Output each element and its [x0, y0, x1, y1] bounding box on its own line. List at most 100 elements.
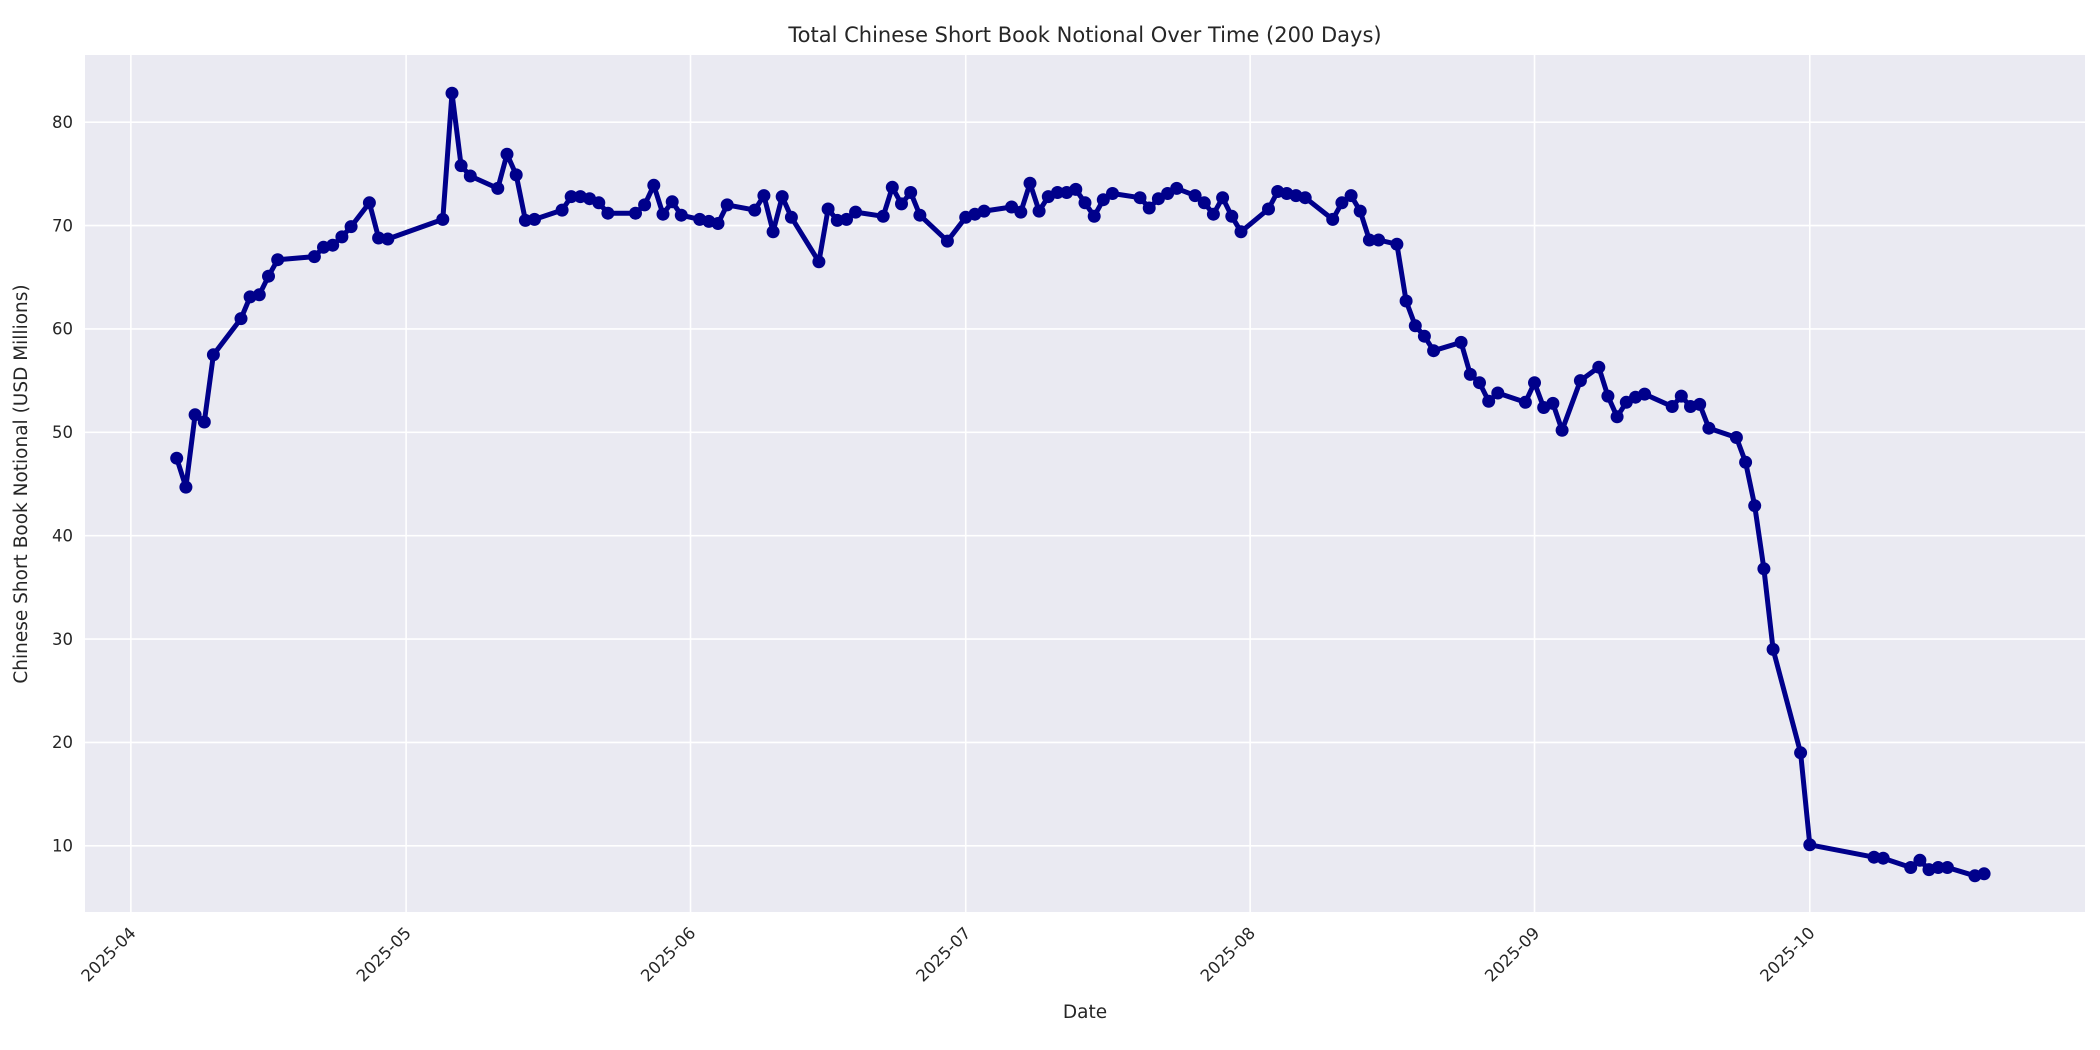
data-point-marker — [1051, 186, 1064, 199]
data-point-marker — [1555, 423, 1569, 437]
data-point-marker — [1344, 189, 1358, 203]
data-point-marker — [1491, 386, 1505, 400]
data-series — [170, 86, 1991, 883]
data-point-marker — [1592, 360, 1606, 374]
data-point-marker — [564, 190, 578, 204]
data-point-marker — [454, 159, 468, 173]
data-point-marker — [1573, 374, 1587, 388]
gridlines — [85, 55, 2085, 912]
data-point-marker — [840, 212, 853, 226]
data-point-marker — [1298, 191, 1312, 205]
data-point-marker — [262, 269, 275, 283]
data-point-marker — [885, 180, 899, 194]
data-point-marker — [1326, 212, 1340, 226]
data-point-marker — [1518, 395, 1532, 409]
data-point-marker — [1399, 294, 1413, 308]
data-point-marker — [977, 204, 991, 218]
data-point-marker — [647, 178, 661, 192]
data-point-marker — [1977, 867, 1991, 881]
y-tick-label: 60 — [52, 320, 73, 339]
data-point-marker — [720, 198, 734, 212]
data-point-marker — [206, 348, 220, 362]
data-point-marker — [1546, 396, 1560, 410]
x-tick-label: 2025-10 — [1756, 923, 1818, 985]
y-tick-label: 70 — [52, 216, 73, 235]
data-point-marker — [711, 217, 725, 230]
data-point-marker — [528, 212, 541, 226]
data-point-marker — [876, 209, 890, 223]
data-point-marker — [1904, 861, 1918, 874]
data-point-marker — [1610, 410, 1624, 424]
data-point-marker — [1023, 176, 1037, 190]
x-tick-label: 2025-08 — [1197, 923, 1259, 985]
data-point-marker — [1739, 455, 1753, 469]
data-point-marker — [775, 190, 789, 204]
data-point-marker — [1362, 233, 1376, 247]
data-point-marker — [1454, 335, 1468, 349]
data-point-marker — [1335, 196, 1349, 210]
y-tick-label: 50 — [52, 423, 73, 442]
data-point-marker — [674, 208, 688, 222]
data-point-marker — [170, 451, 184, 465]
data-point-marker — [1078, 196, 1092, 210]
data-point-marker — [592, 196, 606, 210]
y-tick-label: 40 — [52, 526, 73, 545]
data-point-marker — [271, 253, 285, 267]
data-point-marker — [766, 225, 780, 239]
data-point-marker — [1876, 851, 1890, 865]
data-point-marker — [1087, 209, 1101, 223]
data-point-marker — [1601, 389, 1615, 403]
data-point-marker — [821, 202, 835, 216]
data-point-marker — [188, 408, 202, 422]
data-point-marker — [1665, 400, 1679, 413]
data-point-marker — [1427, 344, 1441, 358]
data-point-marker — [1463, 367, 1477, 381]
data-point-marker — [307, 250, 321, 264]
data-point-marker — [1206, 207, 1220, 221]
data-point-marker — [197, 415, 211, 429]
data-point-marker — [940, 234, 954, 248]
data-point-marker — [1234, 225, 1248, 239]
data-point-marker — [463, 169, 477, 183]
data-point-marker — [629, 206, 642, 220]
data-point-marker — [381, 232, 395, 246]
data-point-marker — [1693, 397, 1707, 411]
data-point-marker — [638, 198, 652, 212]
data-point-marker — [445, 86, 459, 100]
data-point-marker — [344, 220, 358, 234]
data-point-marker — [1528, 376, 1541, 390]
data-point-marker — [1674, 389, 1688, 403]
data-point-marker — [1702, 421, 1716, 435]
x-tick-label: 2025-07 — [912, 923, 974, 985]
data-point-marker — [1133, 191, 1147, 205]
data-point-marker — [491, 181, 505, 195]
data-point-marker — [656, 207, 670, 221]
x-axis-label: Date — [1063, 1002, 1107, 1023]
data-point-marker — [1014, 205, 1028, 219]
data-point-marker — [1473, 376, 1486, 390]
data-point-marker — [812, 255, 826, 269]
data-point-marker — [895, 197, 908, 211]
data-point-marker — [555, 203, 569, 217]
y-tick-label: 80 — [52, 113, 73, 132]
data-point-marker — [1931, 861, 1945, 874]
y-tick-label: 20 — [52, 733, 73, 752]
y-axis-label: Chinese Short Book Notional (USD Million… — [11, 284, 32, 683]
x-tick-label: 2025-05 — [353, 923, 415, 985]
x-tick-label: 2025-09 — [1481, 923, 1543, 985]
data-point-marker — [252, 288, 266, 302]
data-point-marker — [1748, 499, 1762, 513]
data-point-marker — [1106, 187, 1119, 200]
data-point-marker — [1372, 233, 1386, 247]
data-point-marker — [1390, 237, 1404, 251]
x-tick-label: 2025-06 — [637, 923, 699, 985]
data-point-marker — [1069, 182, 1083, 196]
y-tick-label: 30 — [52, 630, 73, 649]
data-point-marker — [234, 312, 248, 326]
data-point-marker — [1170, 181, 1184, 195]
x-axis-tick-labels: 2025-04 2025-05 2025-06 2025-07 2025-08 2025-… — [78, 923, 1819, 985]
y-axis-tick-labels: 10 20 30 40 50 60 70 80 — [52, 113, 73, 856]
data-point-marker — [1197, 196, 1211, 210]
data-point-marker — [500, 147, 514, 161]
